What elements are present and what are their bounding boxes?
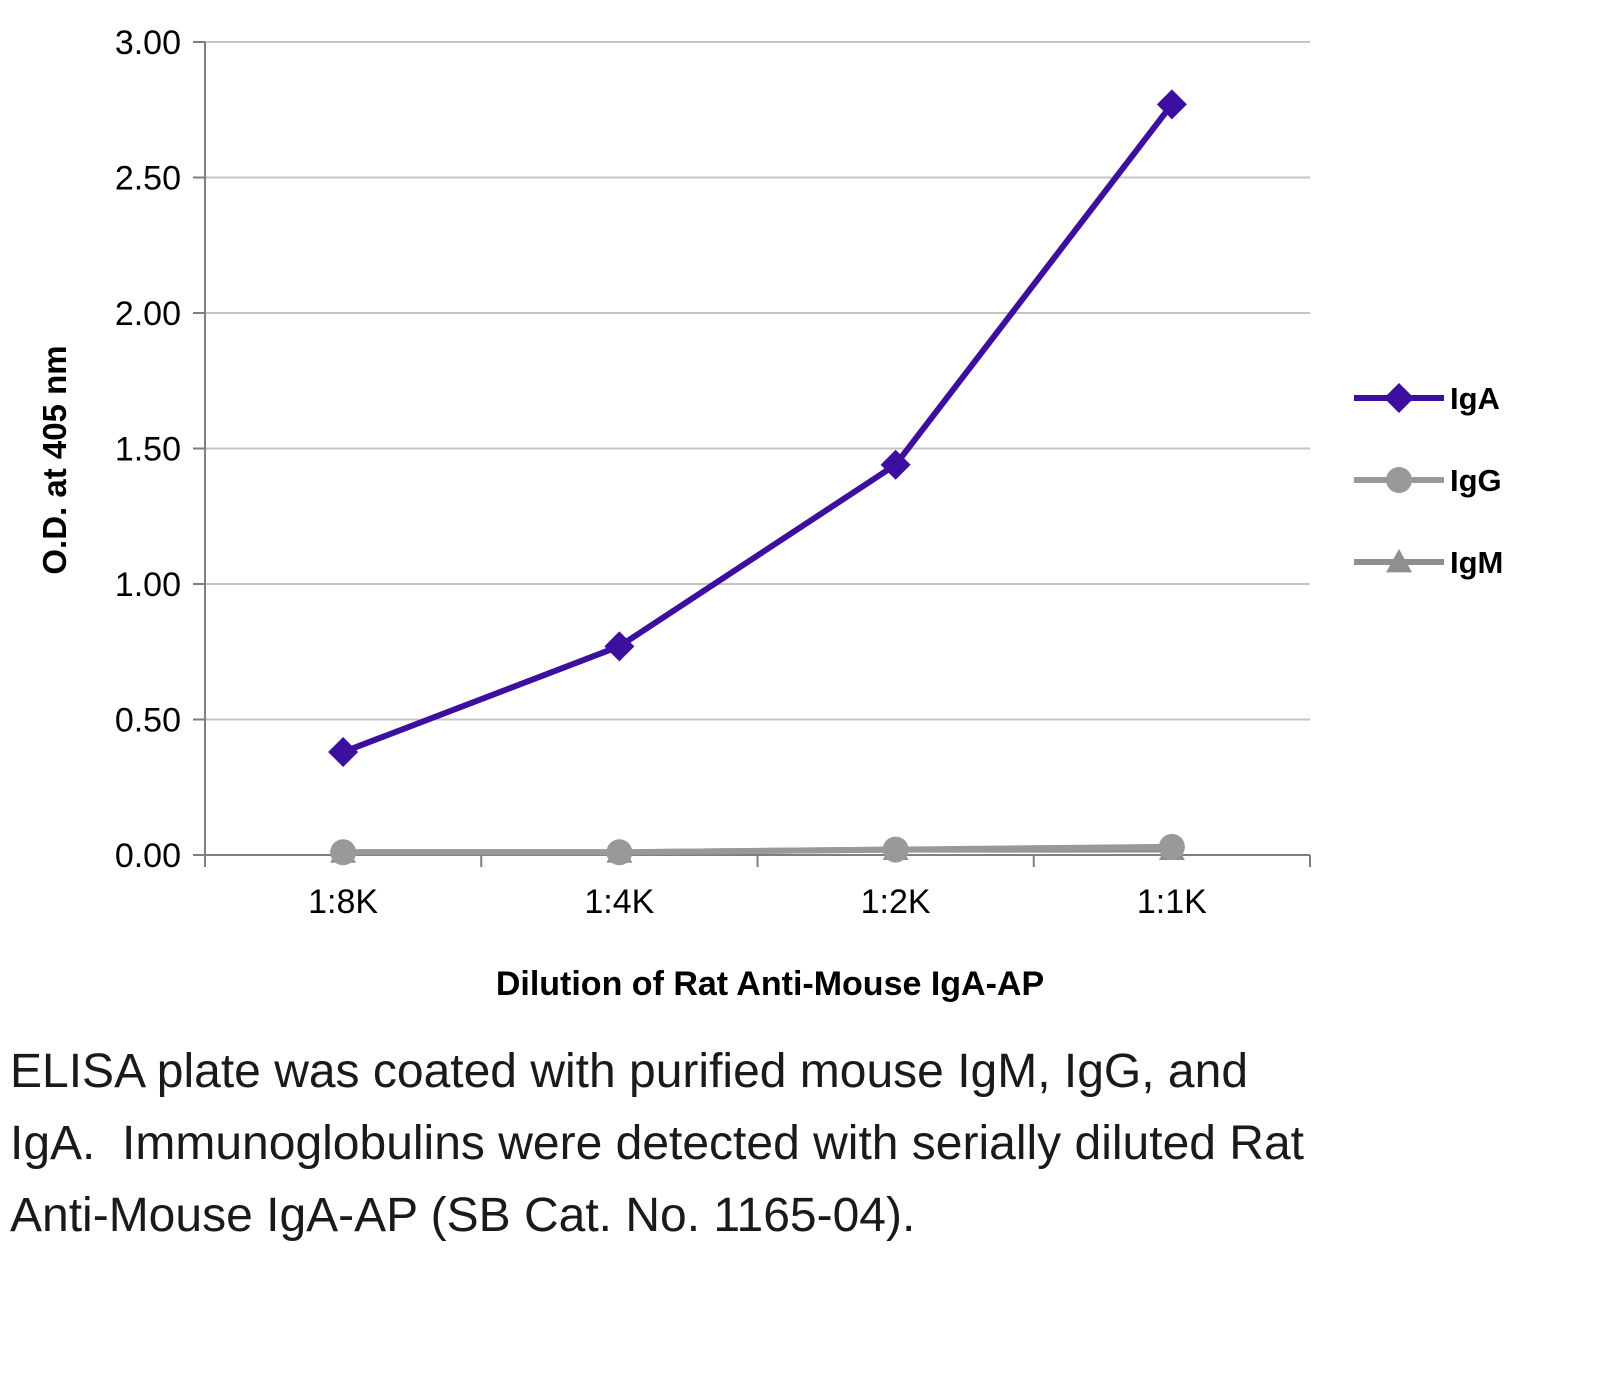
legend-marker-iga-diamond-icon xyxy=(1384,383,1414,413)
legend-label-igm: IgM xyxy=(1450,544,1504,580)
legend-item-igg: IgG xyxy=(1352,462,1503,498)
x-tick-label: 1:4K xyxy=(584,883,654,921)
legend-label-iga: IgA xyxy=(1450,380,1500,416)
chart-legend: IgA IgG IgM xyxy=(1352,380,1503,580)
marker-iga-diamond-icon xyxy=(604,631,635,662)
y-tick-label: 3.00 xyxy=(115,24,181,62)
marker-iga-diamond-icon xyxy=(880,449,911,480)
legend-item-igm: IgM xyxy=(1352,544,1503,580)
marker-igg-circle-icon xyxy=(606,839,633,866)
y-axis-title: O.D. at 405 nm xyxy=(36,345,73,574)
series-igg xyxy=(330,833,1185,866)
series-line-iga xyxy=(340,101,1175,756)
legend-marker-igg-circle-icon xyxy=(1386,467,1412,493)
legend-swatch-iga xyxy=(1354,383,1444,413)
legend-swatch-igg xyxy=(1354,467,1444,493)
series-line-igg xyxy=(340,843,1175,856)
marker-igg-circle-icon xyxy=(882,836,909,863)
legend-item-iga: IgA xyxy=(1352,380,1503,416)
marker-iga-diamond-icon xyxy=(1156,89,1187,120)
legend-swatch-igm xyxy=(1354,549,1444,573)
y-tick-label: 2.00 xyxy=(115,295,181,333)
marker-igg-circle-icon xyxy=(1158,833,1185,860)
marker-igg-circle-icon xyxy=(330,839,357,866)
y-tick-label: 1.50 xyxy=(115,431,181,469)
plot-area: 0.00 0.50 1.00 1.50 2.00 2.50 3.00 1:8K 1:4K 1:2K… xyxy=(115,24,1311,921)
y-tick-label: 0.50 xyxy=(115,702,181,740)
x-tick-label: 1:8K xyxy=(308,883,378,921)
x-tick-label: 1:1K xyxy=(1137,883,1207,921)
figure-caption: ELISA plate was coated with purified mou… xyxy=(10,1045,1315,1242)
marker-iga-diamond-icon xyxy=(328,737,359,768)
y-tick-label: 0.00 xyxy=(115,837,181,875)
y-tick-label: 2.50 xyxy=(115,160,181,198)
x-tick-label: 1:2K xyxy=(861,883,931,921)
y-tick-label: 1.00 xyxy=(115,566,181,604)
legend-label-igg: IgG xyxy=(1450,462,1502,498)
x-axis-title: Dilution of Rat Anti-Mouse IgA-AP xyxy=(496,965,1044,1003)
series-iga xyxy=(328,89,1187,768)
legend-marker-igm-triangle-icon xyxy=(1386,549,1412,573)
elisa-line-chart: O.D. at 405 nm Dilution of Rat Anti-Mous… xyxy=(36,24,1311,1003)
